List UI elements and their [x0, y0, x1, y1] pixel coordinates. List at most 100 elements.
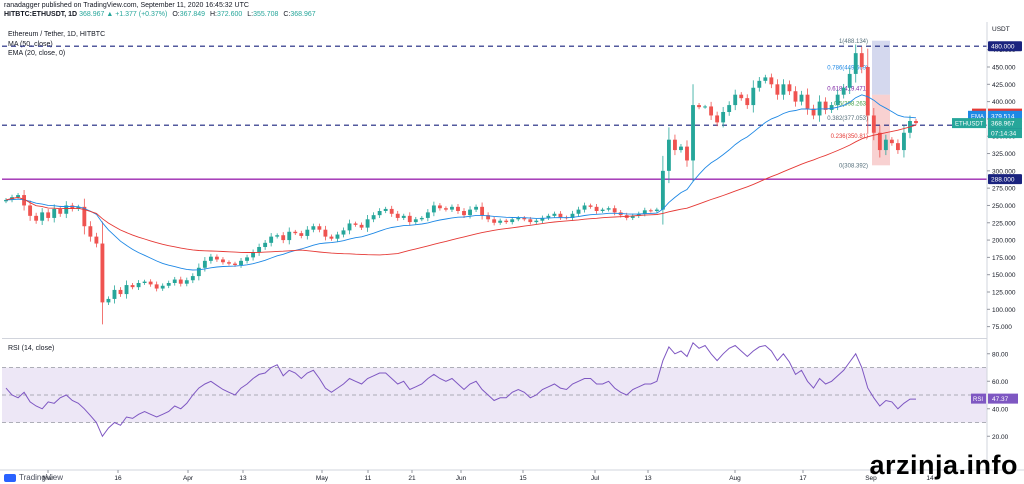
- candle-body: [148, 281, 153, 285]
- candle-body: [172, 279, 177, 283]
- candle-body: [323, 229, 328, 237]
- candle-body: [94, 236, 99, 244]
- fib-label: 0.5(398.263): [834, 101, 868, 107]
- candle-body: [534, 220, 539, 223]
- candle-body: [630, 215, 635, 218]
- candle-body: [727, 105, 732, 112]
- candle-body: [130, 285, 135, 288]
- chart-title: Ethereum / Tether, 1D, HITBTC: [8, 31, 105, 38]
- fib-label: 0.382(377.053): [827, 116, 868, 122]
- candle-body: [233, 263, 237, 265]
- candle-body: [239, 260, 243, 265]
- candle-body: [353, 223, 358, 225]
- candle-body: [811, 108, 816, 116]
- candle-body: [486, 215, 491, 220]
- candle-body: [793, 91, 798, 102]
- candle-body: [883, 139, 888, 151]
- candle-body: [504, 220, 509, 223]
- candle-body: [227, 262, 231, 264]
- rsi-tick-label: 80.00: [992, 351, 1009, 358]
- time-tick-label: 16: [114, 475, 122, 482]
- candle-body: [100, 243, 105, 303]
- candle-body: [871, 115, 876, 133]
- open-label: O:: [172, 11, 180, 18]
- indicator-value-tag: [988, 118, 1022, 129]
- candle-body: [685, 146, 689, 161]
- candle-body: [341, 230, 346, 235]
- candle-body: [739, 94, 744, 99]
- candle-body: [124, 285, 129, 295]
- rsi-value-tag: [988, 393, 1018, 404]
- candle-body: [52, 208, 57, 218]
- price-chart[interactable]: Ethereum / Tether, 1D, HITBTC MA (50, clo…: [0, 22, 1024, 484]
- candle-body: [40, 212, 45, 221]
- hline-price-label: 288.000: [991, 177, 1015, 184]
- price-tick-label: 425.000: [992, 82, 1016, 89]
- candle-body: [293, 231, 298, 234]
- countdown-tag: [988, 128, 1022, 139]
- candle-body: [431, 205, 436, 213]
- rsi-pane: RSI (14, close): [2, 341, 987, 438]
- fib-label: 0.618(419.471): [827, 87, 868, 93]
- candle-body: [178, 279, 183, 284]
- candle-body: [275, 235, 280, 237]
- close-value: 368.967: [290, 11, 316, 18]
- indicator-value: 368.967: [991, 121, 1015, 128]
- candle-body: [558, 213, 563, 218]
- price-tick-label: 275.000: [992, 186, 1016, 193]
- candle-body: [847, 73, 852, 88]
- indicator-tag: [952, 118, 986, 129]
- candle-body: [781, 84, 786, 95]
- candle-body: [34, 215, 39, 221]
- candle-body: [540, 217, 545, 221]
- candle-body: [673, 139, 677, 151]
- candle-body: [4, 199, 8, 202]
- candle-body: [636, 213, 641, 216]
- candle-body: [202, 260, 207, 268]
- tradingview-logo[interactable]: TradingView: [4, 473, 63, 482]
- ema-legend: EMA (20, close, 0): [8, 50, 65, 57]
- change-value: 368.967 ▲ +1.377 (+0.37%): [79, 11, 168, 18]
- candle-body: [799, 94, 804, 102]
- candle-body: [407, 215, 412, 223]
- candle-body: [281, 235, 286, 241]
- rsi-tag: [971, 393, 986, 404]
- candle-body: [118, 289, 123, 295]
- candle-body: [245, 257, 249, 261]
- candle-body: [715, 115, 720, 123]
- price-tick-label: 200.000: [992, 238, 1016, 245]
- high-label: H:: [209, 11, 217, 18]
- rsi-tick-label: 40.00: [992, 406, 1009, 413]
- candle-body: [853, 53, 858, 74]
- candle-body: [251, 252, 256, 258]
- candle-body: [395, 213, 400, 218]
- candle-body: [787, 84, 792, 92]
- candle-body: [263, 242, 268, 247]
- time-tick-label: May: [316, 475, 329, 482]
- time-tick-label: 11: [365, 475, 372, 482]
- price-tick-label: 150.000: [992, 272, 1016, 279]
- candle-body: [58, 208, 63, 214]
- fib-zone-upper: [872, 40, 890, 95]
- time-tick-label: 15: [519, 475, 527, 482]
- candle-body: [648, 210, 653, 212]
- candle-body: [775, 84, 780, 95]
- fib-label: 1(488.134): [839, 39, 868, 45]
- candle-body: [588, 205, 593, 207]
- candle-body: [413, 219, 418, 223]
- fib-label: 0(308.392): [839, 164, 868, 170]
- close-label: C:: [283, 11, 291, 18]
- candle-body: [492, 219, 497, 223]
- candle-body: [269, 236, 274, 243]
- symbol-label: HITBTC:ETHUSDT, 1D: [4, 11, 78, 18]
- currency-label: USDT: [992, 26, 1010, 33]
- price-tick-label: 175.000: [992, 255, 1016, 262]
- candle-body: [582, 205, 587, 210]
- price-tick-label: 300.000: [992, 168, 1016, 175]
- price-tick-label: 125.000: [992, 290, 1016, 297]
- candle-body: [359, 224, 364, 228]
- candle-body: [721, 112, 726, 123]
- ma-line: [5, 124, 917, 256]
- candle-body: [703, 106, 708, 108]
- rsi-line: [5, 341, 916, 438]
